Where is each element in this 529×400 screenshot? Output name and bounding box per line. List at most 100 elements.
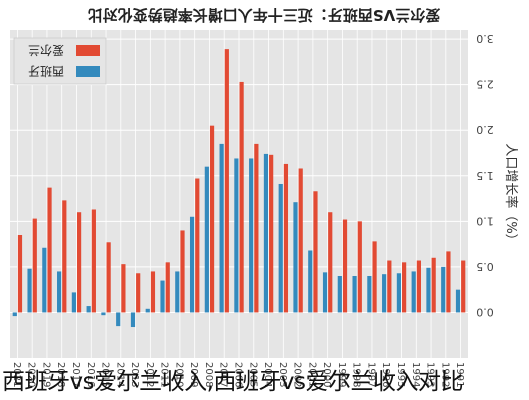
bar-ireland — [342, 219, 348, 313]
x-tick-label: 2014 — [114, 362, 125, 387]
bar-spain — [455, 289, 461, 313]
legend-label-spain: 西班牙 — [28, 64, 64, 78]
x-tick-labels: 2021 2020 2019 2018 2017 2016 2015 2014 2013 2012… — [11, 362, 465, 387]
bar-spain — [263, 153, 269, 313]
x-tick-label: 2015 — [100, 362, 111, 387]
bar-spain — [71, 292, 76, 313]
legend-swatch-spain — [76, 66, 100, 77]
bar-ireland — [313, 191, 318, 313]
bar-spain — [145, 308, 150, 313]
y-tick-label: 1.0 — [476, 214, 494, 227]
bar-spain — [234, 158, 239, 313]
chart-title: 爱尔兰VS西班牙：近三十年人口增长率趋势变化对比 — [88, 6, 440, 24]
x-tick-label: 1997 — [365, 362, 376, 387]
chart-title-group: 爱尔兰VS西班牙：近三十年人口增长率趋势变化对比 — [88, 6, 440, 24]
x-tick-label: 2013 — [129, 362, 140, 387]
x-tick-label: 1991 — [454, 362, 465, 387]
bar-spain — [426, 267, 431, 313]
legend-label-ireland: 爱尔兰 — [28, 43, 64, 58]
bar-ireland — [32, 218, 37, 313]
bar-ireland — [224, 49, 229, 313]
bar-ireland — [269, 154, 274, 313]
x-tick-label: 1994 — [410, 362, 421, 387]
y-tick-labels: 0.0 0.5 1.0 1.5 2.0 2.5 3.0 — [476, 32, 494, 318]
bar-spain — [441, 266, 446, 313]
bar-spain — [293, 202, 298, 313]
bar-spain — [382, 274, 387, 313]
x-tick-label: 1998 — [351, 362, 362, 387]
bar-spain — [27, 268, 32, 313]
bar-spain — [396, 273, 402, 313]
x-tick-label: 2012 — [144, 362, 155, 387]
bar-spain — [189, 216, 195, 313]
bar-ireland — [76, 212, 82, 313]
x-tick-label: 2011 — [159, 362, 170, 387]
bar-ireland — [402, 262, 407, 313]
x-tick-label: 2001 — [306, 362, 317, 387]
x-tick-label: 2005 — [247, 362, 258, 387]
legend: 爱尔兰 西班牙 — [13, 37, 107, 85]
bar-ireland — [165, 262, 170, 313]
y-tick-label: 1.5 — [476, 169, 494, 182]
x-tick-label: 2000 — [321, 362, 332, 387]
bar-spain — [116, 312, 121, 327]
bar-ireland — [431, 257, 436, 313]
bar-spain — [322, 272, 328, 313]
legend-swatch-ireland — [76, 45, 100, 56]
bar-ireland — [209, 125, 215, 313]
y-tick-label: 0.0 — [476, 305, 494, 318]
y-tick-label: 3.0 — [476, 32, 494, 45]
x-tick-label: 1993 — [425, 362, 436, 387]
x-tick-label: 2004 — [262, 362, 273, 387]
bar-spain — [101, 312, 106, 316]
x-tick-label: 2009 — [188, 362, 199, 387]
bar-spain — [130, 312, 136, 328]
bar-spain — [42, 247, 47, 313]
bar-ireland — [180, 230, 185, 313]
bar-ireland — [461, 260, 466, 313]
bar-ireland — [195, 178, 200, 313]
bar-ireland — [150, 271, 156, 313]
bar-spain — [352, 276, 357, 313]
bar-spain — [367, 276, 372, 313]
bar-ireland — [106, 242, 111, 313]
x-tick-label: 1995 — [395, 362, 406, 387]
bar-ireland — [328, 212, 333, 313]
bar-spain — [86, 306, 91, 313]
bar-ireland — [298, 168, 303, 313]
bar-ireland — [239, 81, 244, 313]
y-tick-label: 2.5 — [476, 78, 494, 91]
bar-spain — [337, 276, 342, 313]
x-tick-label: 1992 — [439, 362, 450, 387]
bar-spain — [219, 143, 224, 313]
bar-spain — [12, 312, 17, 317]
bar-ireland — [91, 209, 96, 313]
y-tick-label: 0.5 — [476, 260, 494, 273]
bar-ireland — [372, 241, 377, 313]
x-tick-label: 2002 — [292, 362, 303, 387]
x-tick-label: 2006 — [233, 362, 244, 387]
bar-ireland — [47, 187, 52, 313]
bar-spain — [160, 280, 165, 313]
y-axis-label: 人口增长率（%） — [503, 143, 519, 246]
bar-spain — [204, 166, 209, 313]
x-tick-label: 2018 — [55, 362, 66, 387]
x-tick-label: 2007 — [218, 362, 229, 387]
x-tick-label: 2010 — [173, 362, 184, 387]
bar-spain — [308, 250, 313, 313]
y-tick-label: 2.0 — [476, 123, 494, 136]
grid-lines — [10, 30, 468, 358]
bar-spain — [278, 183, 283, 313]
bar-ireland — [62, 200, 67, 313]
bar-ireland — [283, 163, 289, 313]
x-tick-label: 2021 — [11, 362, 22, 387]
bar-ireland — [416, 260, 421, 313]
bar-ireland — [121, 264, 126, 313]
bars — [12, 49, 466, 328]
caption-text: 西班牙vs爱尔兰收入,西班牙vs爱尔兰收入对比 — [2, 369, 464, 395]
bar-ireland — [17, 235, 23, 313]
bar-ireland — [254, 143, 259, 313]
x-tick-label: 2019 — [40, 362, 51, 387]
